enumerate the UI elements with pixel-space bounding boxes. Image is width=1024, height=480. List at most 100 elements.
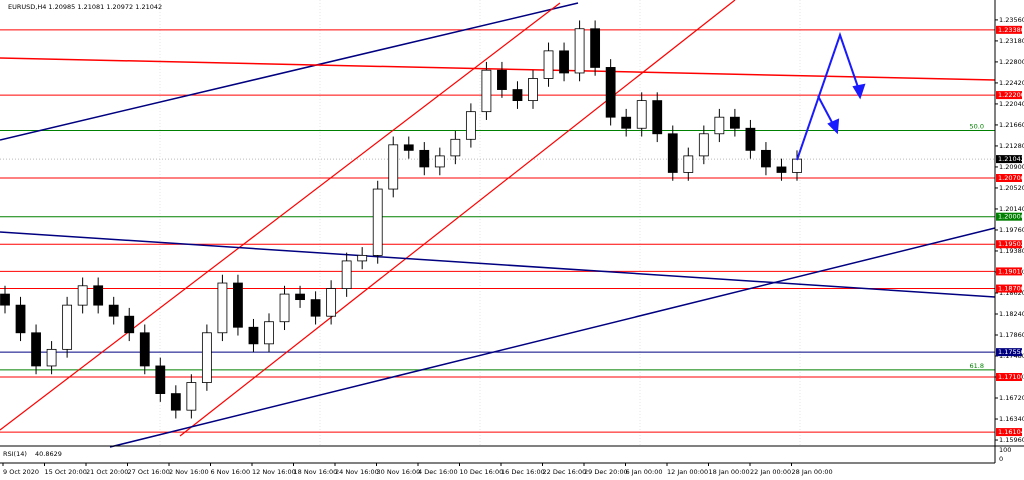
- candle-body: [124, 315, 135, 334]
- candle-body: [108, 304, 119, 317]
- candle-body: [621, 116, 632, 129]
- candle-body: [434, 155, 445, 168]
- candle-body: [46, 348, 57, 367]
- candle-body: [170, 393, 181, 411]
- level-label: 1.18700: [998, 285, 1024, 293]
- rsi-label: RSI(14): [3, 450, 27, 458]
- candle-body: [31, 332, 41, 367]
- x-tick-label: 6 Jan 00:00: [626, 468, 663, 476]
- rsi-tick-label: 0: [999, 455, 1003, 463]
- candle-body: [326, 288, 337, 317]
- x-tick-label: 10 Dec 16:00: [460, 468, 504, 476]
- x-tick-label: 6 Nov 16:00: [211, 468, 251, 476]
- y-tick-label: 1.22800: [999, 58, 1024, 66]
- level-label: 1.20000: [998, 213, 1024, 221]
- candle-body: [139, 332, 150, 367]
- rsi-value: 40.8629: [35, 450, 62, 458]
- candle-body: [388, 144, 399, 190]
- candle-body: [295, 293, 305, 301]
- level-label: 1.19010: [998, 267, 1024, 275]
- candle-body: [543, 50, 554, 79]
- candle-body: [419, 149, 430, 168]
- y-tick-label: 1.19760: [999, 226, 1024, 234]
- rsi-tick-label: 100: [999, 446, 1011, 454]
- candle-body: [403, 144, 414, 151]
- fib-label: 50.0: [970, 122, 984, 130]
- level-tag: [996, 240, 1022, 249]
- x-tick-label: 28 Jan 00:00: [792, 468, 833, 476]
- y-tick-label: 1.23560: [999, 16, 1024, 24]
- candle-body: [574, 28, 585, 74]
- candle-body: [310, 299, 321, 317]
- trend-lines: [0, 0, 996, 448]
- candle-body: [77, 285, 88, 306]
- x-tick-label: 9 Oct 2020: [3, 468, 39, 476]
- candle-body: [698, 133, 709, 157]
- candle-body: [683, 155, 694, 173]
- level-label: 1.19502: [998, 240, 1024, 248]
- level-tag: [996, 91, 1022, 100]
- level-tag: [996, 373, 1022, 382]
- candle-body: [93, 285, 104, 306]
- level-label: 1.17100: [998, 373, 1024, 381]
- y-tick-label: 1.19380: [999, 247, 1024, 255]
- candle-body: [155, 365, 166, 394]
- x-tick-label: 12 Nov 16:00: [252, 468, 296, 476]
- candle-body: [481, 69, 492, 113]
- level-label: 1.22200: [998, 91, 1024, 99]
- candle-body: [745, 127, 756, 151]
- candle-body: [217, 282, 228, 334]
- x-tick-label: 18 Nov 16:00: [294, 468, 338, 476]
- x-tick-label: 27 Oct 16:00: [128, 468, 170, 476]
- chart-title: EURUSD,H4 1.20985 1.21081 1.20972 1.2104…: [8, 3, 162, 11]
- forecast-arrows: [796, 31, 866, 161]
- candle-body: [497, 69, 507, 90]
- y-tick-label: 1.16720: [999, 394, 1024, 402]
- x-tick-label: 16 Dec 16:00: [501, 468, 545, 476]
- level-tag: [996, 267, 1022, 276]
- y-tick-label: 1.21280: [999, 142, 1024, 150]
- candle-body: [590, 28, 601, 68]
- x-tick-label: 18 Jan 00:00: [709, 468, 750, 476]
- candle-body: [761, 149, 771, 168]
- candle-body: [450, 138, 461, 157]
- candle-body: [264, 321, 274, 345]
- candle-body: [776, 166, 787, 173]
- level-tag: [996, 174, 1022, 182]
- candle-body: [792, 158, 802, 173]
- candle-body: [636, 100, 647, 129]
- candle-body: [186, 382, 197, 411]
- candle-body: [528, 78, 538, 102]
- candle-body: [341, 260, 352, 289]
- x-tick-label: 24 Nov 16:00: [335, 468, 379, 476]
- candle-body: [714, 116, 725, 135]
- x-tick-label: 29 Dec 20:00: [584, 468, 628, 476]
- candle-body: [729, 116, 740, 129]
- y-tick-label: 1.17860: [999, 331, 1024, 339]
- level-tag: [996, 348, 1022, 357]
- y-tick-label: 1.18620: [999, 289, 1024, 297]
- level-tag: [996, 25, 1022, 34]
- level-tag: [996, 284, 1022, 293]
- level-tag: [996, 428, 1022, 437]
- x-tick-label: 4 Dec 16:00: [418, 468, 458, 476]
- x-tick-label: 12 Jan 00:00: [667, 468, 708, 476]
- current-price-label: 1.21042: [998, 155, 1024, 163]
- candle-body: [465, 111, 476, 140]
- candle-body: [248, 326, 259, 345]
- level-label: 1.16104: [998, 428, 1024, 436]
- candle-body: [0, 293, 10, 306]
- candle-body: [372, 188, 383, 256]
- x-tick-label: 2 Nov 16:00: [169, 468, 209, 476]
- y-tick-label: 1.21660: [999, 121, 1024, 129]
- y-tick-label: 1.22040: [999, 100, 1024, 108]
- y-tick-label: 1.20900: [999, 163, 1024, 171]
- level-label: 1.23380: [998, 26, 1024, 34]
- y-tick-label: 1.22420: [999, 79, 1024, 87]
- grid-vertical: [159, 0, 801, 445]
- candle-body: [357, 254, 368, 262]
- level-tag: [996, 212, 1022, 221]
- current-price-tag: [996, 155, 1022, 164]
- fib-label: 61.8: [970, 362, 984, 370]
